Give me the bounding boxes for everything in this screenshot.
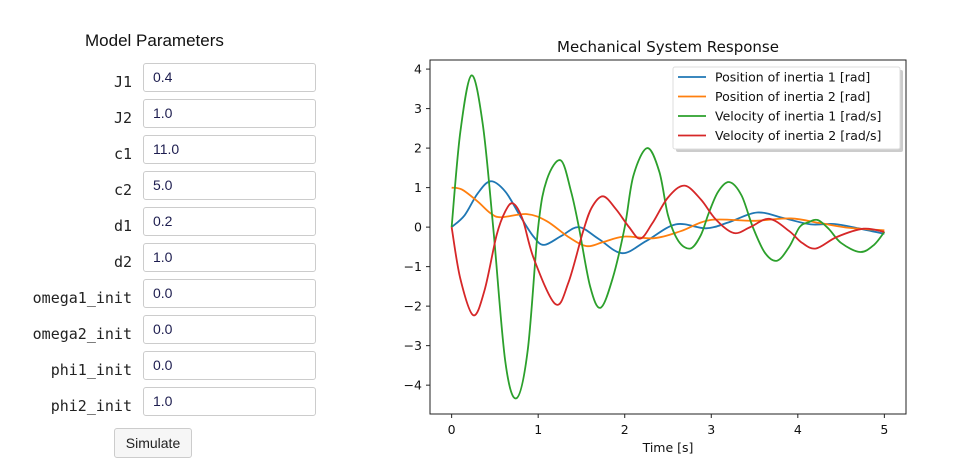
x-tick-label: 5	[880, 422, 888, 437]
param-label: omega1_init	[32, 289, 132, 307]
y-tick-label: 2	[414, 141, 422, 156]
legend-label: Velocity of inertia 2 [rad/s]	[715, 128, 881, 143]
param-row-phi2-init: phi2_init 1.0	[0, 387, 320, 418]
param-row-omega2-init: omega2_init 0.0	[0, 315, 320, 346]
y-tick-label: 1	[414, 180, 422, 195]
param-row-omega1-init: omega1_init 0.0	[0, 279, 320, 310]
x-axis-label: Time [s]	[642, 440, 694, 455]
series-line-4	[450, 184, 885, 317]
J1-input[interactable]: 0.4	[143, 63, 316, 92]
series-line-1	[451, 180, 885, 255]
legend-label: Position of inertia 2 [rad]	[715, 89, 870, 104]
c2-input[interactable]: 5.0	[143, 171, 316, 200]
y-tick-label: −2	[404, 299, 422, 314]
param-row-c2: c2 5.0	[0, 171, 320, 202]
y-tick-label: 0	[414, 220, 422, 235]
param-label: phi1_init	[50, 361, 132, 379]
J2-input[interactable]: 1.0	[143, 99, 316, 128]
param-label: c2	[113, 181, 132, 199]
y-tick-label: −4	[404, 378, 422, 393]
x-tick-label: 2	[621, 422, 629, 437]
param-label: phi2_init	[50, 397, 132, 415]
x-tick-label: 0	[448, 422, 456, 437]
param-row-d2: d2 1.0	[0, 243, 320, 274]
param-row-d1: d1 0.2	[0, 207, 320, 238]
param-label: d2	[113, 253, 132, 271]
legend-label: Position of inertia 1 [rad]	[715, 70, 870, 85]
simulate-button[interactable]: Simulate	[114, 428, 192, 458]
param-row-c1: c1 11.0	[0, 135, 320, 166]
panel-title: Model Parameters	[85, 31, 224, 50]
param-label: J2	[113, 109, 132, 127]
legend	[672, 66, 901, 150]
param-label: d1	[113, 217, 132, 235]
c1-input[interactable]: 11.0	[143, 135, 316, 164]
plot-frame	[429, 59, 907, 415]
y-tick-label: −1	[404, 259, 422, 274]
x-tick-label: 1	[534, 422, 542, 437]
phi1-init-input[interactable]: 0.0	[143, 351, 316, 380]
legend-label: Velocity of inertia 1 [rad/s]	[715, 109, 881, 124]
x-tick-label: 3	[707, 422, 715, 437]
param-row-J1: J1 0.4	[0, 63, 320, 94]
param-label: c1	[113, 145, 132, 163]
omega2-init-input[interactable]: 0.0	[143, 315, 316, 344]
param-row-J2: J2 1.0	[0, 99, 320, 130]
series-line-2	[451, 186, 885, 248]
series-line-3	[450, 74, 886, 400]
chart-title: Mechanical System Response	[557, 38, 779, 56]
d2-input[interactable]: 1.0	[143, 243, 316, 272]
y-tick-label: −3	[404, 338, 422, 353]
y-tick-label: 3	[414, 101, 422, 116]
param-row-phi1-init: phi1_init 0.0	[0, 351, 320, 382]
omega1-init-input[interactable]: 0.0	[143, 279, 316, 308]
y-tick-label: 4	[414, 62, 422, 77]
param-label: J1	[113, 73, 132, 91]
param-label: omega2_init	[32, 325, 132, 343]
phi2-init-input[interactable]: 1.0	[143, 387, 316, 416]
d1-input[interactable]: 0.2	[143, 207, 316, 236]
x-tick-label: 4	[794, 422, 802, 437]
